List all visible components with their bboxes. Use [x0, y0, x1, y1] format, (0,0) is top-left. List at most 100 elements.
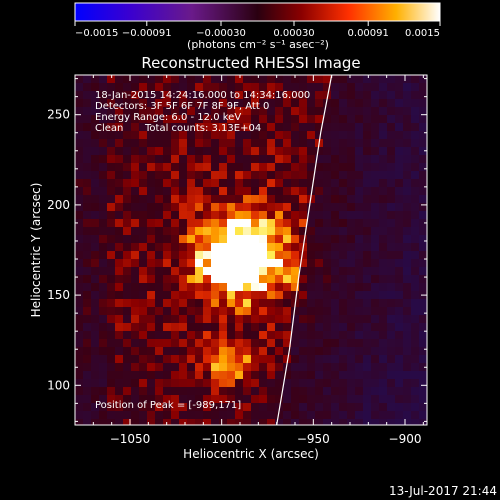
- heatmap-cell: [299, 123, 307, 131]
- heatmap-cell: [75, 283, 83, 291]
- heatmap-cell: [347, 115, 355, 123]
- heatmap-cell: [307, 179, 315, 187]
- colorbar-tick-label: 0.00091: [348, 28, 389, 39]
- heatmap-cell: [387, 371, 395, 379]
- heatmap-cell: [299, 371, 307, 379]
- heatmap-cell: [195, 219, 203, 227]
- heatmap-image: [75, 75, 427, 425]
- heatmap-cell: [387, 411, 395, 419]
- heatmap-cell: [363, 283, 371, 291]
- heatmap-cell: [179, 227, 187, 235]
- heatmap-cell: [155, 123, 163, 131]
- heatmap-cell: [155, 347, 163, 355]
- heatmap-cell: [131, 267, 139, 275]
- heatmap-cell: [395, 91, 403, 99]
- heatmap-cell: [363, 171, 371, 179]
- heatmap-cell: [315, 179, 323, 187]
- heatmap-cell: [339, 235, 347, 243]
- heatmap-cell: [123, 195, 131, 203]
- heatmap-cell: [115, 299, 123, 307]
- heatmap-cell: [283, 355, 291, 363]
- heatmap-cell: [139, 99, 147, 107]
- heatmap-cell: [75, 163, 83, 171]
- heatmap-cell: [299, 195, 307, 203]
- heatmap-cell: [227, 339, 235, 347]
- heatmap-cell: [275, 387, 283, 395]
- heatmap-cell: [323, 363, 331, 371]
- heatmap-cell: [347, 315, 355, 323]
- heatmap-cell: [83, 323, 91, 331]
- heatmap-cell: [387, 387, 395, 395]
- heatmap-cell: [179, 235, 187, 243]
- heatmap-cell: [243, 403, 251, 411]
- heatmap-cell: [347, 403, 355, 411]
- heatmap-cell: [371, 195, 379, 203]
- heatmap-cell: [411, 235, 419, 243]
- heatmap-cell: [203, 371, 211, 379]
- heatmap-cell: [299, 419, 307, 425]
- heatmap-cell: [171, 403, 179, 411]
- heatmap-cell: [163, 131, 171, 139]
- heatmap-cell: [75, 99, 83, 107]
- heatmap-cell: [259, 75, 267, 83]
- heatmap-cell: [163, 283, 171, 291]
- heatmap-cell: [331, 315, 339, 323]
- heatmap-cell: [163, 323, 171, 331]
- heatmap-cell: [163, 411, 171, 419]
- heatmap-cell: [211, 195, 219, 203]
- heatmap-cell: [331, 107, 339, 115]
- heatmap-cell: [235, 339, 243, 347]
- heatmap-cell: [187, 163, 195, 171]
- heatmap-cell: [171, 259, 179, 267]
- heatmap-cell: [347, 307, 355, 315]
- heatmap-cell: [371, 331, 379, 339]
- heatmap-cell: [339, 347, 347, 355]
- heatmap-cell: [259, 155, 267, 163]
- heatmap-cell: [275, 283, 283, 291]
- heatmap-cell: [411, 307, 419, 315]
- heatmap-cell: [123, 203, 131, 211]
- heatmap-cell: [179, 307, 187, 315]
- heatmap-cell: [403, 299, 411, 307]
- heatmap-cell: [323, 155, 331, 163]
- heatmap-cell: [339, 267, 347, 275]
- heatmap-cell: [371, 219, 379, 227]
- heatmap-cell: [347, 243, 355, 251]
- heatmap-cell: [339, 131, 347, 139]
- heatmap-cell: [403, 91, 411, 99]
- heatmap-cell: [179, 371, 187, 379]
- heatmap-cell: [91, 123, 99, 131]
- heatmap-cell: [315, 235, 323, 243]
- heatmap-cell: [83, 355, 91, 363]
- heatmap-cell: [219, 219, 227, 227]
- heatmap-cell: [211, 211, 219, 219]
- heatmap-cell: [307, 147, 315, 155]
- heatmap-cell: [395, 75, 403, 83]
- heatmap-cell: [243, 163, 251, 171]
- heatmap-cell: [139, 251, 147, 259]
- heatmap-cell: [147, 419, 155, 425]
- heatmap-cell: [315, 115, 323, 123]
- heatmap-cell: [251, 75, 259, 83]
- heatmap-cell: [299, 227, 307, 235]
- heatmap-cell: [91, 107, 99, 115]
- heatmap-cell: [259, 195, 267, 203]
- heatmap-cell: [195, 131, 203, 139]
- heatmap-cell: [235, 219, 243, 227]
- heatmap-cell: [387, 259, 395, 267]
- heatmap-cell: [227, 211, 235, 219]
- heatmap-cell: [363, 379, 371, 387]
- heatmap-cell: [203, 187, 211, 195]
- heatmap-cell: [155, 107, 163, 115]
- heatmap-cell: [139, 243, 147, 251]
- heatmap-cell: [331, 307, 339, 315]
- heatmap-cell: [179, 339, 187, 347]
- heatmap-cell: [107, 419, 115, 425]
- heatmap-cell: [243, 115, 251, 123]
- heatmap-cell: [315, 211, 323, 219]
- heatmap-cell: [131, 75, 139, 83]
- heatmap-cell: [419, 355, 427, 363]
- heatmap-cell: [187, 115, 195, 123]
- heatmap-cell: [115, 75, 123, 83]
- heatmap-cell: [339, 371, 347, 379]
